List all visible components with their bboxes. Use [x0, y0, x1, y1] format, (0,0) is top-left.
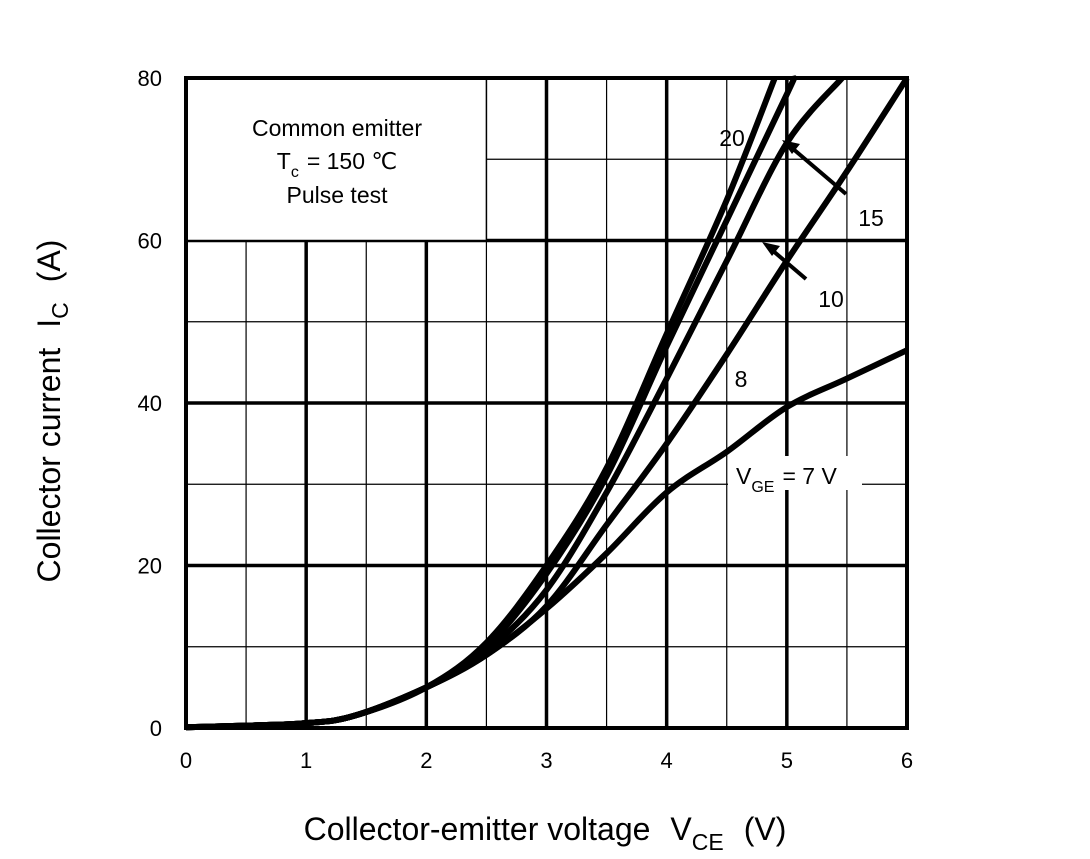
y-axis-label-sub: C — [47, 302, 73, 319]
curve-label-7: VGE = 7 V — [736, 463, 837, 496]
arrow-15-shaft — [790, 146, 848, 196]
annotation-line-1: Common emitter — [252, 115, 422, 141]
x-axis-label-sub: CE — [692, 829, 724, 855]
arrow-10-shaft — [770, 248, 808, 281]
curve-label-7-background — [728, 456, 862, 490]
y-axis-label-symbol: I — [31, 319, 67, 328]
curve-label-7-symbol: V — [736, 463, 752, 489]
plot-frame — [184, 76, 909, 730]
x-tick-label: 4 — [661, 748, 673, 773]
arrow-10-head — [762, 242, 780, 256]
y-tick-label: 20 — [138, 554, 162, 579]
curve-labels: 20 15 10 8 VGE = 7 V — [719, 125, 884, 496]
curve-label-10: 10 — [818, 286, 844, 312]
curve-label-8: 8 — [735, 366, 748, 392]
x-axis-label-symbol: V — [670, 811, 692, 847]
curves — [185, 75, 910, 731]
y-tick-labels: 0 20 40 60 80 — [138, 66, 162, 741]
y-tick-label: 0 — [150, 716, 162, 741]
y-tick-label: 40 — [138, 391, 162, 416]
annotation-tc-value: = 150 ℃ — [307, 148, 397, 174]
x-tick-label: 2 — [420, 748, 432, 773]
y-tick-label: 60 — [138, 229, 162, 254]
x-tick-label: 0 — [180, 748, 192, 773]
x-tick-label: 1 — [300, 748, 312, 773]
x-axis-label-unit: (V) — [744, 811, 787, 847]
x-axis-label: Collector-emitter voltage VCE (V) — [304, 811, 787, 855]
arrow-15-head — [782, 140, 800, 154]
annotation-line-3: Pulse test — [287, 182, 389, 208]
y-axis-label: Collector current IC (A) — [31, 240, 73, 583]
x-tick-label: 5 — [781, 748, 793, 773]
annotation-tc-sub: c — [291, 164, 299, 181]
annotation-line-2: Tc = 150 ℃ — [277, 148, 397, 181]
x-tick-label: 3 — [540, 748, 552, 773]
x-tick-labels: 0 1 2 3 4 5 6 — [180, 748, 913, 773]
curve-label-20: 20 — [719, 125, 745, 151]
curve-label-15: 15 — [858, 205, 884, 231]
curve-label-7-value: = 7 V — [782, 463, 837, 489]
y-axis-label-main: Collector current — [31, 348, 67, 583]
curve-label-7-sub: GE — [751, 479, 774, 496]
y-tick-label: 80 — [138, 66, 162, 91]
annotation-tc-symbol: T — [277, 148, 291, 174]
y-axis-label-unit: (A) — [31, 240, 67, 283]
x-axis-label-main: Collector-emitter voltage — [304, 811, 651, 847]
annotation: Common emitter Tc = 150 ℃ Pulse test — [252, 115, 422, 208]
curve-20 — [185, 76, 778, 731]
x-tick-label: 6 — [901, 748, 913, 773]
